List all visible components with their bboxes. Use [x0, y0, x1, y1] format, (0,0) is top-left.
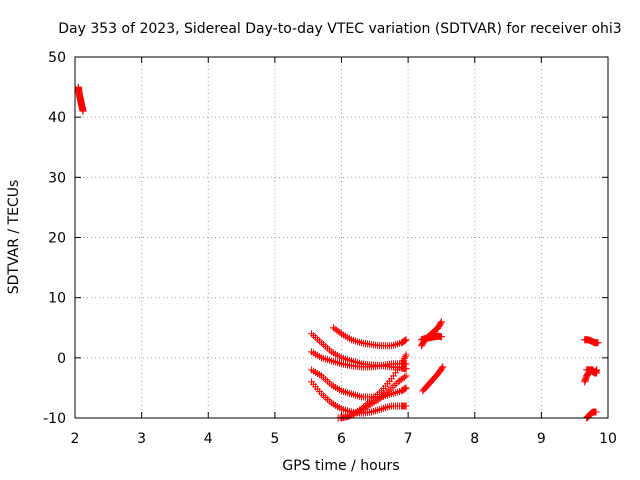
- x-tick-label: 6: [337, 431, 346, 447]
- y-tick-label: 30: [48, 170, 66, 186]
- data-point: [593, 369, 601, 377]
- data-point: [399, 356, 407, 364]
- y-tick-label: 0: [57, 351, 66, 367]
- x-tick-label: 3: [137, 431, 146, 447]
- x-tick-label: 7: [404, 431, 413, 447]
- plot-frame: [74, 56, 609, 419]
- data-point: [401, 336, 409, 344]
- y-tick-label: -10: [43, 411, 66, 427]
- data-point: [402, 351, 410, 359]
- x-tick-label: 8: [470, 431, 479, 447]
- data-point: [401, 373, 409, 381]
- x-tick-label: 2: [71, 431, 80, 447]
- data-point: [400, 354, 408, 362]
- y-tick-label: 20: [48, 231, 66, 247]
- data-point: [401, 385, 409, 393]
- data-point: [437, 333, 445, 341]
- data-points: [74, 83, 602, 422]
- data-point: [398, 358, 406, 366]
- y-tick-label: 10: [48, 291, 66, 307]
- tick-labels: 2 3 4 5 6 7 8 9 10 -10 0 10 20 30 40 50: [43, 50, 617, 447]
- data-point: [592, 408, 600, 416]
- data-point: [594, 339, 602, 347]
- y-tick-label: 40: [48, 110, 66, 126]
- y-axis-label: SDTVAR / TECUs: [6, 180, 22, 295]
- x-tick-label: 5: [270, 431, 279, 447]
- data-point: [437, 319, 445, 327]
- data-point: [401, 353, 409, 361]
- data-point: [437, 318, 445, 326]
- data-point: [336, 329, 344, 337]
- data-point: [402, 372, 410, 380]
- x-tick-label: 4: [204, 431, 213, 447]
- chart-title: Day 353 of 2023, Sidereal Day-to-day VTE…: [58, 21, 621, 37]
- data-point: [439, 363, 447, 371]
- grid: [75, 57, 608, 418]
- data-point: [402, 384, 410, 392]
- x-axis-label: GPS time / hours: [282, 458, 399, 474]
- data-point: [397, 360, 405, 368]
- data-point: [79, 107, 87, 115]
- data-point: [402, 402, 410, 410]
- data-point: [438, 364, 446, 372]
- y-tick-label: 50: [48, 50, 66, 66]
- x-tick-label: 10: [599, 431, 617, 447]
- data-point: [402, 336, 410, 344]
- x-tick-label: 9: [537, 431, 546, 447]
